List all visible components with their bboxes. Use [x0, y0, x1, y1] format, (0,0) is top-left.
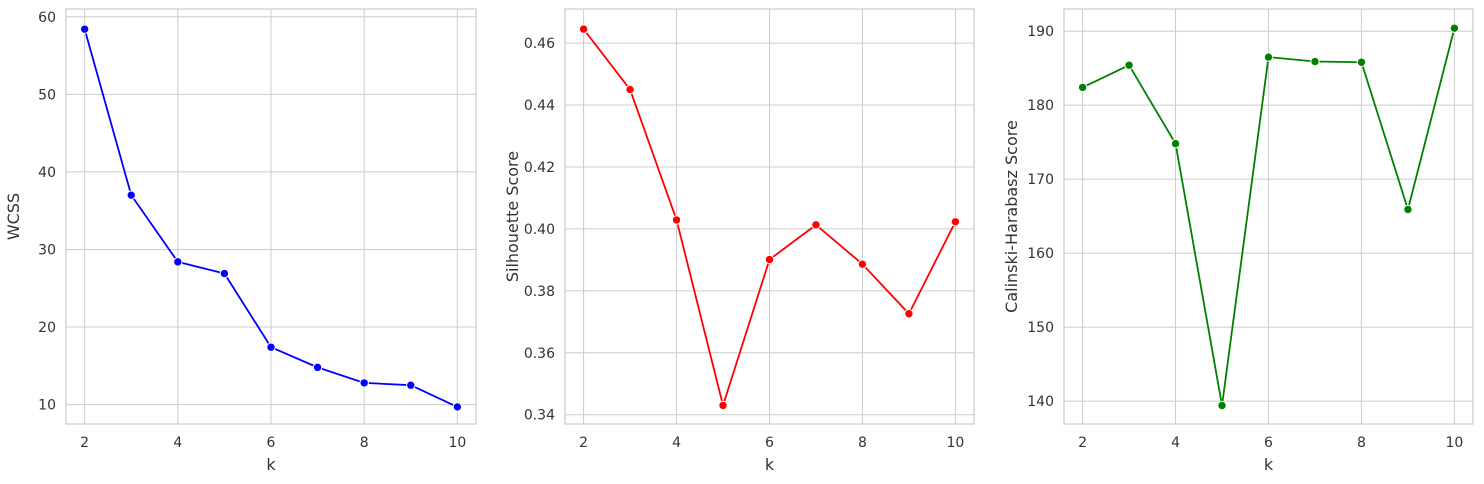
- calinski-harabasz-axes-frame: [1063, 8, 1474, 425]
- silhouette-y-tick-label: 0.46: [524, 36, 555, 52]
- calinski-harabasz-data-point: [1310, 56, 1320, 67]
- silhouette-x-tick-label: 2: [579, 435, 588, 451]
- silhouette-y-axis-label: Silhouette Score: [503, 151, 522, 282]
- calinski-harabasz-y-tick-label: 170: [1027, 172, 1054, 188]
- calinski-harabasz-data-point: [1124, 60, 1134, 70]
- calinski-harabasz-data-point: [1356, 57, 1367, 67]
- silhouette-x-axis-label: k: [765, 455, 775, 474]
- silhouette-x-tick-label: 10: [946, 435, 964, 451]
- calinski-harabasz-data-point: [1263, 52, 1274, 62]
- silhouette-data-point: [904, 309, 914, 319]
- calinski-harabasz-x-axis-label: k: [1264, 455, 1274, 474]
- calinski-harabasz-chart: 2 4 6 8 10 140 150 160 170 180 190 k Calinski-Haraba…: [1002, 8, 1474, 474]
- wcss-data-point: [359, 378, 369, 388]
- wcss-x-axis-label: k: [266, 455, 276, 474]
- calinski-harabasz-x-tick-label: 4: [1171, 435, 1180, 451]
- calinski-harabasz-x-tick-label: 6: [1264, 435, 1273, 451]
- wcss-data-point: [452, 402, 463, 412]
- wcss-y-tick-label: 10: [38, 398, 56, 414]
- wcss-x-tick-label: 10: [448, 435, 466, 451]
- silhouette-data-point: [671, 215, 682, 225]
- wcss-x-tick-label: 2: [80, 435, 89, 451]
- calinski-harabasz-y-axis-label: Calinski-Harabasz Score: [1002, 120, 1021, 313]
- calinski-harabasz-y-tick-label: 150: [1027, 320, 1054, 336]
- wcss-x-tick-label: 6: [267, 435, 276, 451]
- wcss-data-point: [126, 190, 136, 200]
- calinski-harabasz-x-tick-label: 2: [1078, 435, 1087, 451]
- wcss-data-point: [173, 257, 183, 267]
- wcss-data-point: [406, 380, 416, 390]
- wcss-y-tick-label: 30: [38, 242, 56, 258]
- silhouette-y-tick-label: 0.42: [524, 160, 555, 176]
- calinski-harabasz-y-tick-label: 140: [1027, 394, 1054, 410]
- silhouette-data-point: [950, 217, 961, 227]
- silhouette-y-tick-label: 0.44: [524, 98, 555, 114]
- wcss-axes-frame: [65, 8, 477, 425]
- calinski-harabasz-data-point: [1170, 138, 1181, 149]
- wcss-data-point: [79, 24, 90, 34]
- silhouette-data-point: [764, 254, 775, 265]
- silhouette-data-point: [625, 84, 635, 95]
- silhouette-axes-frame: [564, 8, 975, 425]
- wcss-y-tick-label: 40: [38, 165, 56, 181]
- wcss-y-axis-label: WCSS: [4, 193, 23, 240]
- silhouette-data-point: [718, 400, 728, 411]
- silhouette-data-point: [578, 24, 589, 34]
- wcss-y-tick-label: 20: [38, 320, 56, 336]
- silhouette-y-tick-label: 0.38: [524, 284, 555, 300]
- silhouette-x-tick-label: 6: [765, 435, 774, 451]
- calinski-harabasz-y-tick-label: 180: [1027, 98, 1054, 114]
- calinski-harabasz-y-tick-label: 160: [1027, 246, 1054, 262]
- silhouette-chart: 2 4 6 8 10 0.34 0.36 0.38 0.40 0.42 0.44 0.46 k Silho…: [503, 8, 975, 474]
- silhouette-y-tick-label: 0.36: [524, 346, 555, 362]
- calinski-harabasz-data-point: [1449, 23, 1460, 33]
- wcss-data-point: [312, 362, 323, 373]
- silhouette-y-tick-label: 0.40: [524, 222, 555, 238]
- wcss-x-tick-label: 4: [173, 435, 182, 451]
- silhouette-y-tick-label: 0.34: [524, 408, 555, 424]
- silhouette-data-point: [857, 259, 868, 269]
- calinski-harabasz-data-point: [1077, 82, 1088, 93]
- wcss-data-point: [219, 268, 230, 279]
- calinski-harabasz-data-point: [1217, 400, 1227, 411]
- calinski-harabasz-x-tick-label: 8: [1357, 435, 1366, 451]
- calinski-harabasz-data-point: [1403, 204, 1413, 215]
- wcss-chart: 2 4 6 8 10 10 20 30 40 50 60 k WCSS: [4, 8, 477, 474]
- wcss-y-tick-label: 50: [38, 87, 56, 103]
- wcss-data-point: [266, 342, 276, 352]
- calinski-harabasz-y-tick-label: 190: [1027, 24, 1054, 40]
- wcss-x-tick-label: 8: [360, 435, 369, 451]
- silhouette-data-point: [811, 220, 821, 230]
- silhouette-x-tick-label: 8: [858, 435, 867, 451]
- calinski-harabasz-x-tick-label: 10: [1445, 435, 1463, 451]
- wcss-y-tick-label: 60: [38, 10, 56, 26]
- silhouette-x-tick-label: 4: [672, 435, 681, 451]
